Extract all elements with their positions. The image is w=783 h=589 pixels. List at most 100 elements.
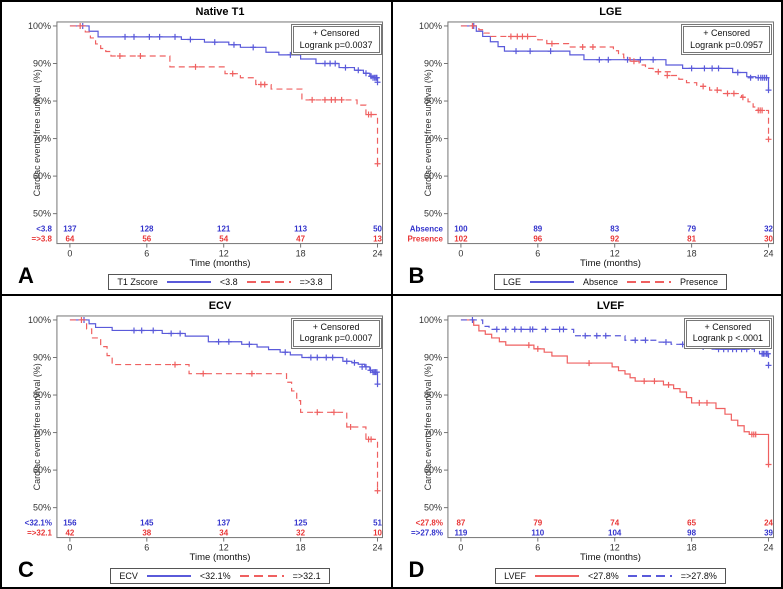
survival-curve-red (69, 318, 379, 491)
y-tick-label: 50% (423, 502, 441, 512)
censor-mark (362, 363, 369, 370)
panel-lge: 100% 90% 80% 70% 60% 50% 0 6 12 18 24 Cardiac event… (392, 2, 781, 294)
censor-mark (332, 96, 339, 103)
legend-line-sample (627, 574, 672, 577)
censor-mark (699, 83, 706, 90)
y-tick-label: 50% (33, 209, 51, 219)
censor-mark (589, 43, 596, 50)
at-risk-count: 98 (687, 528, 696, 537)
legend-line-sample (166, 281, 211, 283)
legend-line-sample (627, 281, 671, 283)
censor-mark (662, 338, 669, 345)
at-risk-count: 56 (142, 235, 151, 244)
censor-mark (764, 350, 771, 357)
censor-mark (517, 325, 524, 332)
at-risk-count: 24 (764, 518, 773, 527)
censor-mark (640, 377, 647, 384)
censor-mark (518, 33, 525, 40)
legend-line-sample (529, 281, 574, 283)
panel-title: LGE (599, 6, 622, 18)
legend-title: LGE (502, 277, 521, 287)
at-risk-count: 39 (764, 528, 773, 537)
y-tick-label: 80% (423, 390, 441, 400)
censor-mark (512, 48, 519, 55)
censor-mark (526, 48, 533, 55)
censor-mark (534, 345, 541, 352)
legend-line-sample (146, 574, 191, 577)
censor-mark (525, 341, 532, 348)
panel-lvef: 100% 90% 80% 70% 60% 50% 0 6 12 18 24 Cardiac event… (392, 295, 781, 587)
censor-mark (323, 353, 330, 360)
censor-mark (250, 44, 257, 51)
y-axis-label: Cardiac events free survival (%) (32, 69, 42, 196)
legend-title: ECV (119, 570, 138, 581)
censor-mark (330, 408, 337, 415)
censor-mark (332, 60, 339, 67)
censor-mark (146, 33, 153, 40)
y-tick-label: 90% (423, 58, 441, 68)
at-risk-count: 32 (296, 528, 305, 537)
at-risk-count: 13 (373, 235, 382, 244)
censor-mark (595, 56, 602, 63)
censored-legend-box: + Censored Logrank p=0.0007 (290, 317, 382, 349)
censor-mark (739, 94, 746, 101)
y-tick-label: 70% (423, 427, 441, 437)
survival-curve-blue (460, 318, 769, 365)
at-risk-row-label: Presence (407, 235, 443, 244)
censored-note: + Censored (312, 28, 360, 38)
at-risk-count: 64 (65, 235, 74, 244)
at-risk-count: 125 (294, 518, 308, 527)
logrank-pvalue: Logrank p=0.0007 (299, 333, 373, 344)
y-tick-label: 70% (33, 134, 51, 144)
censor-mark (137, 52, 144, 59)
censor-mark (631, 336, 638, 343)
censored-note: + Censored (704, 321, 752, 332)
legend-line-sample (239, 574, 284, 577)
at-risk-count: 65 (687, 518, 696, 527)
x-tick-label: 0 (458, 249, 463, 259)
censor-mark (641, 336, 648, 343)
y-tick-label: 90% (33, 58, 51, 68)
x-tick-label: 12 (219, 249, 229, 259)
censored-note: + Censored (312, 321, 360, 332)
censored-legend-box: + Censored Logrank p <.0001 (683, 317, 772, 349)
logrank-pvalue: Logrank p=0.0037 (299, 39, 373, 50)
censor-mark (192, 63, 199, 70)
censor-mark (649, 56, 656, 63)
x-tick-label: 12 (609, 249, 619, 259)
panel-letter: C (18, 556, 34, 582)
at-risk-count: 119 (454, 528, 467, 537)
x-axis-label: Time (months) (580, 551, 641, 563)
plot-frame (56, 21, 384, 245)
km-plot: 100% 90% 80% 70% 60% 50% 0 6 12 18 24 Cardiac event… (411, 314, 774, 552)
legend: LVEF <27.8% =>27.8% (448, 566, 774, 584)
km-plot: 100% 90% 80% 70% 60% 50% 0 6 12 18 24 Cardiac event… (407, 21, 774, 259)
at-risk-count: 32 (764, 225, 773, 234)
censor-mark (168, 329, 175, 336)
y-tick-label: 80% (33, 96, 51, 106)
x-axis-label: Time (months) (189, 258, 251, 269)
x-tick-label: 18 (686, 249, 696, 259)
at-risk-count: 156 (63, 518, 77, 527)
censor-mark (374, 487, 381, 494)
censor-mark (309, 96, 316, 103)
km-plot: 100% 90% 80% 70% 60% 50% 0 6 12 18 24 Cardiac event… (28, 21, 384, 259)
censor-mark (579, 43, 586, 50)
censor-mark (708, 65, 715, 72)
censor-mark (327, 60, 334, 67)
censor-mark (230, 41, 237, 48)
censor-mark (248, 370, 255, 377)
panel-title: ECV (208, 299, 232, 312)
censor-mark (765, 87, 772, 94)
x-tick-label: 0 (458, 542, 463, 552)
censor-mark (703, 399, 710, 406)
at-risk-count: 121 (217, 225, 231, 234)
x-tick-label: 6 (535, 249, 540, 259)
panel-native-t1: 100% 90% 80% 70% 60% 50% 0 6 12 18 24 Cardiac event… (2, 2, 391, 294)
censor-mark (758, 107, 765, 114)
at-risk-count: 10 (373, 528, 382, 537)
at-risk-count: 51 (373, 518, 382, 527)
y-tick-label: 60% (423, 465, 441, 475)
y-tick-label: 100% (28, 314, 51, 324)
y-axis-label: Cardiac events free survival (%) (422, 363, 432, 490)
